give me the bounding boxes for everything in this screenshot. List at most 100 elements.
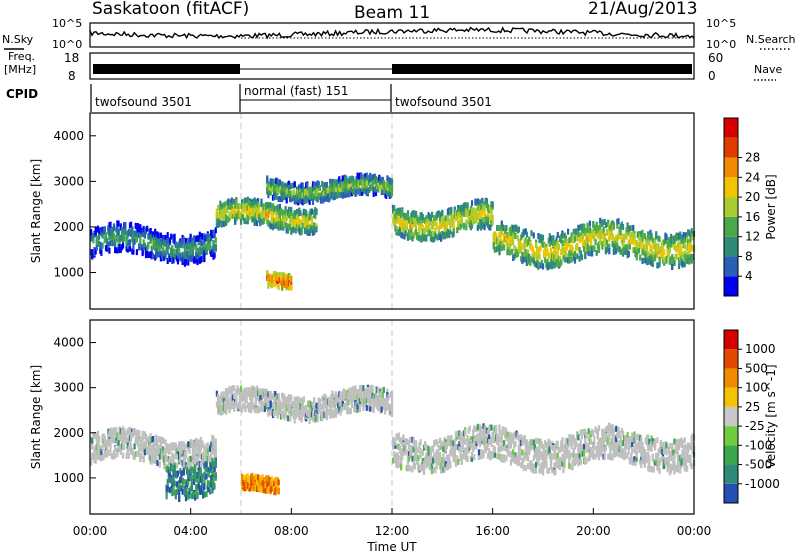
power-cell-69 bbox=[107, 228, 110, 235]
velocity-cell-1460 bbox=[460, 445, 463, 452]
power-cell-1014 bbox=[294, 198, 297, 205]
velocity-cell-1760 bbox=[533, 451, 536, 458]
velocity-cell-1448 bbox=[457, 458, 460, 465]
power-cell-2590 bbox=[690, 244, 693, 251]
velocity-cell-127 bbox=[122, 426, 125, 433]
power-cell-735 bbox=[275, 215, 278, 222]
velocity-cell-28 bbox=[96, 430, 100, 437]
power-cell-1508 bbox=[417, 219, 420, 225]
power-cell-1564 bbox=[430, 211, 434, 218]
power-cell-2516 bbox=[673, 237, 676, 244]
velocity-cell-756 bbox=[283, 414, 286, 421]
power-cell-1805 bbox=[491, 219, 494, 226]
velocity-cell-754 bbox=[283, 401, 286, 408]
velocity-cell-1050 bbox=[356, 397, 359, 404]
velocity-cell-407 bbox=[195, 439, 198, 446]
velocity-cell-1483 bbox=[465, 448, 468, 455]
power-cell-2083 bbox=[561, 232, 564, 239]
power-cell-1006 bbox=[292, 189, 295, 196]
power-cell-1017 bbox=[295, 186, 299, 193]
power-cell-73 bbox=[108, 247, 111, 254]
power-cell-2462 bbox=[658, 256, 661, 263]
power-cell-962 bbox=[281, 191, 284, 198]
velocity-cell-1218 bbox=[397, 455, 400, 462]
velocity-cell-1037 bbox=[354, 389, 357, 396]
power-cell-1789 bbox=[486, 222, 490, 229]
power-cell-1739 bbox=[475, 208, 478, 215]
nsky-trace bbox=[89, 26, 695, 40]
velocity-cell-916 bbox=[324, 402, 327, 409]
velocity-cell-1524 bbox=[475, 439, 478, 446]
power-cell-2660 bbox=[283, 274, 286, 281]
velocity-cell-906 bbox=[322, 410, 325, 416]
power-cell-1979 bbox=[536, 262, 539, 269]
velocity-cell-2225 bbox=[652, 441, 655, 448]
power-cell-448 bbox=[203, 238, 206, 245]
power-colorbar-swatch-3 bbox=[724, 216, 738, 237]
power-cell-101 bbox=[115, 234, 118, 241]
velocity-cell-1819 bbox=[548, 447, 551, 454]
power-colorbar-swatch-7 bbox=[724, 137, 738, 158]
power-cell-789 bbox=[289, 223, 292, 230]
velocity-cell-632 bbox=[253, 387, 256, 394]
velocity-cell-2001 bbox=[595, 450, 598, 457]
power-cell-1935 bbox=[524, 228, 527, 235]
power-cell-1635 bbox=[449, 228, 452, 235]
velocity-cell-1345 bbox=[430, 468, 434, 475]
power-cell-1188 bbox=[338, 185, 341, 192]
power-cell-1607 bbox=[442, 217, 445, 224]
velocity-cell-1153 bbox=[380, 406, 383, 413]
velocity-cell-1049 bbox=[356, 406, 359, 413]
power-cell-2476 bbox=[662, 253, 665, 260]
power-cell-1407 bbox=[394, 225, 397, 232]
power-cell-1342 bbox=[377, 177, 380, 184]
power-cell-2352 bbox=[631, 237, 634, 244]
power-cell-1901 bbox=[515, 225, 518, 232]
power-cell-1083 bbox=[311, 199, 315, 205]
velocity-cell-870 bbox=[311, 415, 315, 422]
velocity-cell-1094 bbox=[366, 394, 369, 401]
velocity-cell-356 bbox=[181, 447, 184, 454]
power-cell-1852 bbox=[503, 244, 506, 251]
velocity-cell-1691 bbox=[517, 455, 520, 462]
power-cell-220 bbox=[147, 233, 150, 240]
power-cell-2671 bbox=[285, 281, 288, 288]
velocity-cell-1978 bbox=[587, 435, 590, 442]
power-cell-1539 bbox=[425, 215, 428, 222]
velocity-cell-1717 bbox=[523, 438, 526, 445]
power-cell-2248 bbox=[603, 235, 606, 242]
velocity-cell-34 bbox=[98, 436, 101, 443]
freq-tick-bottom: 8 bbox=[68, 69, 76, 83]
power-cell-1677 bbox=[460, 210, 463, 217]
power-cell-370 bbox=[186, 243, 189, 250]
power-cell-140 bbox=[125, 236, 128, 243]
power-cell-335 bbox=[176, 258, 180, 265]
velocity-cell-1154 bbox=[380, 387, 383, 394]
velocity-cell-128 bbox=[122, 436, 125, 443]
velocity-cell-1288 bbox=[416, 458, 419, 465]
velocity-cell-475 bbox=[211, 457, 214, 464]
velocity-cell-1982 bbox=[588, 454, 591, 461]
velocity-cell-1537 bbox=[478, 429, 482, 436]
power-cell-2521 bbox=[674, 245, 677, 252]
velocity-cell-541 bbox=[228, 385, 231, 392]
power-cell-1092 bbox=[314, 186, 317, 193]
velocity-cell-1938 bbox=[577, 448, 580, 455]
velocity-cell-423 bbox=[198, 447, 201, 454]
velocity-cell-1702 bbox=[520, 434, 523, 441]
power-cell-1445 bbox=[403, 227, 406, 234]
power-cell-99 bbox=[115, 247, 118, 254]
velocity-cell-1376 bbox=[440, 443, 443, 450]
power-cell-2025 bbox=[548, 262, 551, 269]
velocity-cell-1198 bbox=[393, 437, 396, 444]
velocity-cell-1019 bbox=[349, 408, 352, 415]
velocity-cell-637 bbox=[254, 400, 257, 406]
velocity-cell-1086 bbox=[364, 398, 367, 405]
power-cell-38 bbox=[99, 242, 102, 249]
power-cell-836 bbox=[301, 212, 304, 219]
power-cell-1148 bbox=[329, 178, 332, 185]
velocity-cell-1429 bbox=[452, 447, 455, 454]
power-cell-1788 bbox=[486, 203, 490, 210]
velocity-cell-689 bbox=[267, 400, 270, 407]
power-cell-615 bbox=[246, 218, 249, 225]
